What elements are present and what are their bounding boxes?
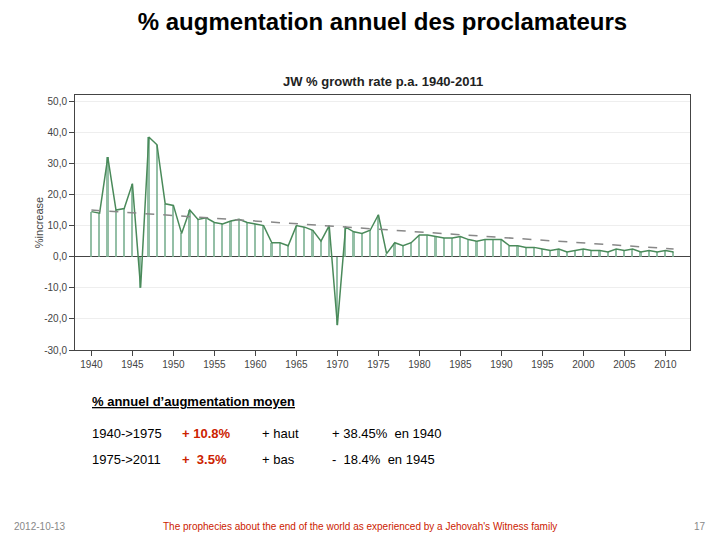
- svg-text:% annuel d’augmentation moyen: % annuel d’augmentation moyen: [92, 394, 295, 409]
- svg-text:1990: 1990: [490, 359, 513, 370]
- svg-text:-30,0: -30,0: [44, 345, 67, 356]
- svg-text:+ 10.8%: + 10.8%: [182, 426, 231, 441]
- svg-text:+ 38.45% en 1940: + 38.45% en 1940: [332, 426, 442, 441]
- svg-text:+ bas: + bas: [262, 452, 295, 467]
- svg-text:% augmentation annuel des proc: % augmentation annuel des proclamateurs: [138, 8, 627, 35]
- svg-text:50,0: 50,0: [48, 96, 68, 107]
- svg-text:1985: 1985: [449, 359, 472, 370]
- svg-text:40,0: 40,0: [48, 127, 68, 138]
- svg-text:-10,0: -10,0: [44, 282, 67, 293]
- svg-text:+ haut: + haut: [262, 426, 299, 441]
- svg-text:2005: 2005: [613, 359, 636, 370]
- svg-text:2010: 2010: [654, 359, 677, 370]
- svg-text:1945: 1945: [121, 359, 144, 370]
- svg-text:1940: 1940: [80, 359, 103, 370]
- svg-text:-20,0: -20,0: [44, 313, 67, 324]
- svg-text:1950: 1950: [162, 359, 185, 370]
- svg-text:%increase: %increase: [33, 197, 45, 248]
- svg-text:1975->2011: 1975->2011: [92, 452, 161, 467]
- svg-text:2000: 2000: [572, 359, 595, 370]
- svg-text:1965: 1965: [285, 359, 308, 370]
- svg-text:1960: 1960: [244, 359, 267, 370]
- svg-text:1975: 1975: [367, 359, 390, 370]
- svg-text:0,0: 0,0: [53, 251, 67, 262]
- svg-text:1940->1975: 1940->1975: [92, 426, 162, 441]
- svg-text:1980: 1980: [408, 359, 431, 370]
- svg-text:+ 3.5%: + 3.5%: [182, 452, 227, 467]
- svg-text:10,0: 10,0: [48, 220, 68, 231]
- svg-text:1955: 1955: [203, 359, 226, 370]
- svg-text:1970: 1970: [326, 359, 349, 370]
- svg-text:The prophecies about the end o: The prophecies about the end of the worl…: [163, 521, 557, 532]
- svg-text:30,0: 30,0: [48, 158, 68, 169]
- svg-text:1995: 1995: [531, 359, 554, 370]
- svg-text:JW % growth rate p.a. 1940-201: JW % growth rate p.a. 1940-2011: [283, 74, 483, 89]
- svg-text:20,0: 20,0: [48, 189, 68, 200]
- svg-text:- 18.4% en 1945: - 18.4% en 1945: [332, 452, 435, 467]
- svg-text:2012-10-13: 2012-10-13: [14, 521, 66, 532]
- svg-text:17: 17: [694, 521, 706, 532]
